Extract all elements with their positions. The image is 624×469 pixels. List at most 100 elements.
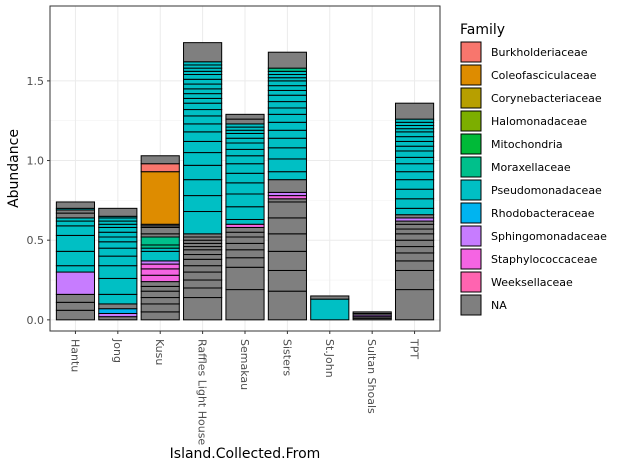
bar-segment xyxy=(394,228,435,235)
bar-segment xyxy=(394,171,435,181)
bar-segment xyxy=(225,236,265,244)
legend-key xyxy=(460,225,482,247)
bar-segment xyxy=(225,182,265,195)
bar-segment xyxy=(394,239,435,248)
legend-label: Rhodobacteraceae xyxy=(491,207,595,220)
legend-item: Burkholderiaceae xyxy=(460,41,588,63)
bar-segment xyxy=(225,242,265,251)
bar-segment xyxy=(267,179,307,193)
legend-key xyxy=(460,248,482,270)
bar-segment xyxy=(394,179,435,190)
bar-segment xyxy=(140,281,180,287)
bar-segment xyxy=(55,201,96,209)
bar-segment xyxy=(225,118,265,125)
x-tick-label: Raffles Light House xyxy=(196,339,209,445)
x-axis-title: Island.Collected.From xyxy=(170,446,321,462)
x-tick-label: Hantu xyxy=(68,339,81,372)
legend-key xyxy=(460,87,482,109)
bar-segment xyxy=(98,308,138,314)
bar-segment xyxy=(267,217,307,235)
bar-segment xyxy=(140,250,180,262)
bar-segment xyxy=(394,140,435,147)
bar-segment xyxy=(183,254,223,260)
bar-segment xyxy=(183,265,223,273)
bar-segment xyxy=(267,80,307,87)
bars xyxy=(55,42,435,321)
y-tick-label: 1.5 xyxy=(27,75,45,88)
bar-segment xyxy=(98,241,138,249)
legend-item: Halomonadaceae xyxy=(460,110,587,132)
bar-segment xyxy=(267,250,307,271)
bar-segment xyxy=(394,150,435,158)
bar-segment xyxy=(183,140,223,154)
x-axis: Hantu Jong Kusu Raffles Light House Semakau S… xyxy=(68,331,421,445)
bar-segment xyxy=(98,207,138,217)
bar-kusu xyxy=(140,155,180,321)
legend-item: Mitochondria xyxy=(460,133,563,155)
bar-jong xyxy=(98,207,138,321)
bar-segment xyxy=(183,287,223,299)
bar-segment xyxy=(183,78,223,85)
bar-semakau xyxy=(225,113,265,321)
legend-key xyxy=(460,179,482,201)
bar-segment xyxy=(267,51,307,69)
bar-segment xyxy=(394,223,435,230)
bar-segment xyxy=(225,132,265,139)
bar-segment xyxy=(225,193,265,208)
legend-label: Moraxellaceae xyxy=(491,161,571,174)
bar-segment xyxy=(225,148,265,157)
bar-segment xyxy=(98,303,138,310)
bar-segment xyxy=(267,89,307,96)
bar-segment xyxy=(140,290,180,299)
legend-key xyxy=(460,41,482,63)
bar-segment xyxy=(267,171,307,181)
bar-segment xyxy=(183,179,223,197)
bar-segment xyxy=(183,115,223,125)
legend-item: Staphylococcaceae xyxy=(460,248,597,270)
bar-sisters xyxy=(267,51,307,321)
y-tick-label: 0.0 xyxy=(27,314,45,327)
x-tick-label: Semakau xyxy=(238,339,251,390)
bar-segment xyxy=(394,145,435,152)
legend-item: Coleofasciculaceae xyxy=(460,64,597,86)
bar-segment xyxy=(55,309,96,321)
bar-segment xyxy=(140,285,180,292)
y-axis: 0.0 0.5 1.0 1.5 xyxy=(27,75,50,327)
bar-segment xyxy=(183,279,223,289)
legend-key xyxy=(460,64,482,86)
legend-label: Halomonadaceae xyxy=(491,115,587,128)
bar-segment xyxy=(55,271,96,295)
bar-tpt xyxy=(394,102,435,321)
bar-segment xyxy=(394,188,435,200)
legend-item: Weeksellaceae xyxy=(460,271,573,293)
legend-label: Sphingomonadaceae xyxy=(491,230,607,243)
x-tick-label: Jong xyxy=(111,338,124,363)
bar-segment xyxy=(183,297,223,321)
bar-segment xyxy=(140,311,180,321)
plot-panel xyxy=(49,5,441,332)
bar-segment xyxy=(225,137,265,144)
bar-segment xyxy=(55,234,96,252)
bar-segment xyxy=(140,171,180,225)
legend-item: Moraxellaceae xyxy=(460,156,571,178)
bar-segment xyxy=(55,301,96,311)
bar-segment xyxy=(140,303,180,313)
bar-segment xyxy=(394,207,435,216)
bar-segment xyxy=(140,155,180,165)
bar-segment xyxy=(267,94,307,103)
legend-label: NA xyxy=(491,299,507,312)
bar-segment xyxy=(225,249,265,259)
bar-sultan-shoals xyxy=(352,311,392,321)
bar-segment xyxy=(140,163,180,173)
bar-segment xyxy=(183,152,223,166)
bar-segment xyxy=(267,158,307,173)
bar-segment xyxy=(394,163,435,173)
bar-segment xyxy=(225,257,265,268)
legend-item: Sphingomonadaceae xyxy=(460,225,607,247)
bar-segment xyxy=(310,298,350,321)
bar-segment xyxy=(225,218,265,225)
bar-segment xyxy=(183,123,223,133)
bar-segment xyxy=(394,102,435,120)
bar-segment xyxy=(394,233,435,241)
